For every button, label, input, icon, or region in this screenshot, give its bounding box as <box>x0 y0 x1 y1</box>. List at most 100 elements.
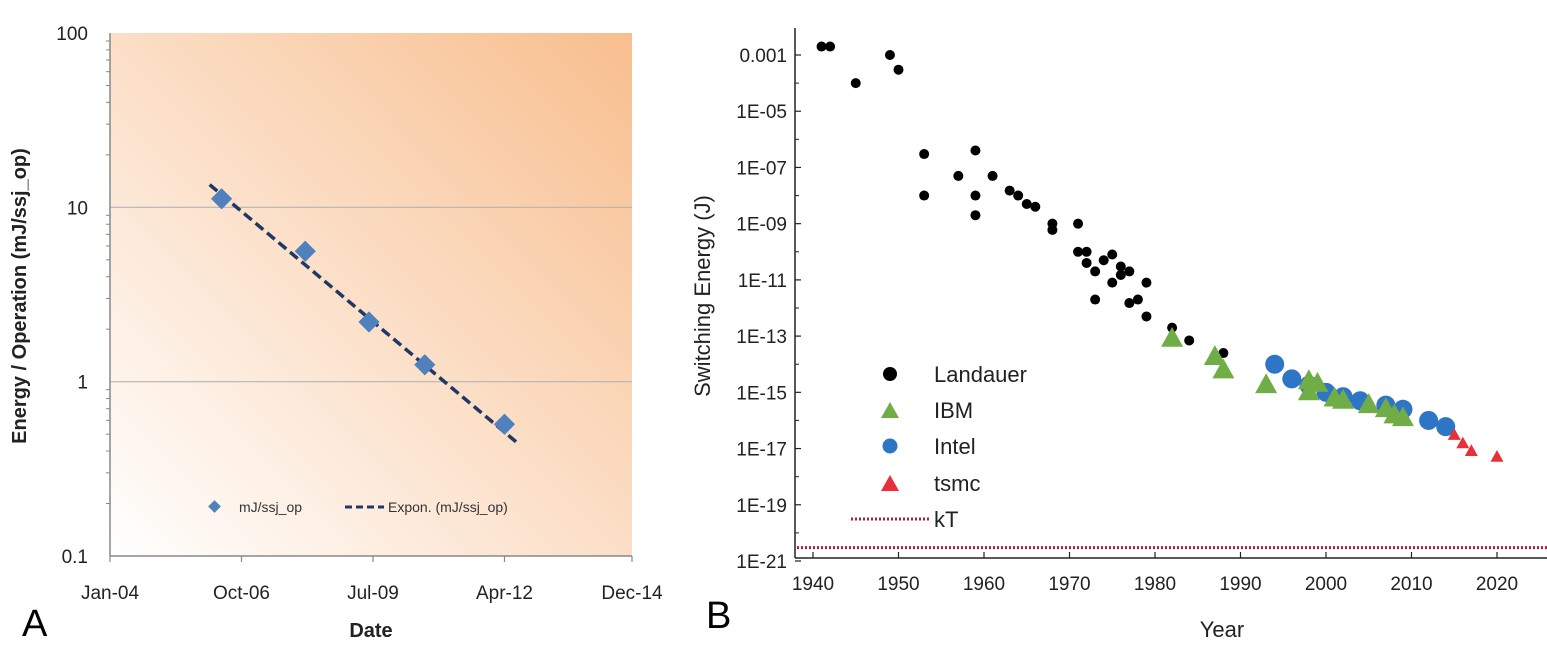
chart-b-y-axis-title: Switching Energy (J) <box>690 195 715 397</box>
y-tick-label: 1E-19 <box>736 496 787 517</box>
y-tick-label: 1E-17 <box>736 440 787 461</box>
x-tick-label: 1940 <box>792 574 834 595</box>
chart-a-x-axis-title: Date <box>349 620 392 642</box>
data-point-intel <box>1282 369 1302 389</box>
data-point-landauer <box>1141 277 1152 288</box>
data-point-landauer <box>1184 335 1195 346</box>
legend-a-label-series: mJ/ssj_op <box>239 499 302 515</box>
trend-line <box>208 183 518 444</box>
data-point-ibm <box>1212 358 1235 379</box>
panel-label-a: A <box>22 603 48 645</box>
data-point-landauer <box>1141 311 1152 322</box>
chart-a-axes <box>109 33 632 557</box>
x-tick-label: 1980 <box>1134 574 1176 595</box>
chart-b-x-ticks: 1940 1950 1960 1970 1980 1990 2000 2010 2020 <box>792 552 1518 595</box>
data-point-tsmc <box>1447 428 1461 440</box>
chart-b-x-axis-title: Year <box>1200 617 1244 642</box>
legend-a-marker-diamond <box>208 500 221 513</box>
data-point-intel <box>1419 410 1439 430</box>
legend-b-marker-ibm <box>881 402 899 418</box>
chart-a-x-ticks: Jan-04 Oct-06 Jul-09 Apr-12 Dec-14 <box>81 556 663 604</box>
chart-a-trendline <box>208 183 518 444</box>
data-point-landauer <box>1013 190 1024 201</box>
chart-a-plot-area <box>110 33 632 556</box>
x-tick-label: 1990 <box>1219 574 1261 595</box>
x-tick-label: 1960 <box>963 574 1005 595</box>
legend-a-label-trend: Expon. (mJ/ssj_op) <box>388 499 508 515</box>
legend-b-marker-landauer <box>883 367 897 381</box>
data-point-ibm <box>1161 326 1184 347</box>
data-point-landauer <box>1030 201 1041 212</box>
data-point-landauer <box>1115 269 1126 280</box>
data-point-ibm <box>1306 371 1329 392</box>
data-point-ibm <box>1203 345 1226 365</box>
chart-a-legend: mJ/ssj_op Expon. (mJ/ssj_op) <box>208 499 508 515</box>
y-tick-label: 1E-21 <box>736 552 787 573</box>
data-point-tsmc <box>1464 444 1478 456</box>
data-point-landauer <box>893 64 904 75</box>
data-point-ibm <box>1357 393 1380 414</box>
data-point-intel <box>1436 417 1456 437</box>
data-point-ibm <box>1391 406 1414 427</box>
y-tick-label: 0.1 <box>62 547 88 568</box>
data-point-landauer <box>1047 224 1058 235</box>
data-point-landauer <box>1098 255 1109 266</box>
chart-b-points <box>816 41 1504 462</box>
data-point-landauer <box>850 78 861 89</box>
legend-b-marker-intel <box>882 438 898 454</box>
y-tick-label: 1E-05 <box>736 102 787 123</box>
chart-b-legend: Landauer IBM Intel tsmc kT <box>851 362 1027 532</box>
data-point-landauer <box>1218 348 1229 359</box>
data-point-landauer <box>1090 294 1101 305</box>
data-point-landauer <box>970 210 981 221</box>
data-point-tsmc <box>1456 436 1470 449</box>
y-tick-label: 1 <box>77 373 88 394</box>
data-point-landauer <box>1004 185 1015 196</box>
data-point-landauer <box>1021 199 1032 210</box>
y-tick-label: 0.001 <box>739 46 787 67</box>
data-point-landauer <box>1124 266 1135 277</box>
y-tick-label: 1E-15 <box>736 383 787 404</box>
data-point-landauer <box>884 50 895 60</box>
data-point-tsmc <box>1490 449 1504 462</box>
x-tick-label: Apr-12 <box>476 583 533 604</box>
legend-b-label-landauer: Landauer <box>934 362 1027 387</box>
x-tick-label: Jan-04 <box>81 583 140 604</box>
data-point-landauer <box>1090 266 1101 277</box>
data-point-landauer <box>953 170 964 181</box>
data-point-landauer <box>825 41 836 52</box>
data-point-landauer <box>1107 249 1118 260</box>
y-tick-label: 1E-13 <box>736 327 787 348</box>
x-tick-label: 1950 <box>877 574 919 595</box>
legend-b-label-ibm: IBM <box>934 398 973 423</box>
data-point-diamond <box>210 188 233 210</box>
y-tick-label: 100 <box>56 24 88 45</box>
chart-a-y-ticks: 100 10 1 0.1 <box>56 24 88 568</box>
data-point-landauer <box>970 190 981 201</box>
data-point-landauer <box>1132 294 1143 305</box>
data-point-ibm <box>1332 388 1355 409</box>
data-point-landauer <box>816 41 827 52</box>
y-tick-label: 10 <box>67 198 88 219</box>
chart-a: 100 10 1 0.1 Jan-04 Oct-06 Jul-09 Apr-12 Dec-14… <box>9 24 663 645</box>
x-tick-label: Dec-14 <box>601 583 663 604</box>
data-point-landauer <box>1124 298 1135 309</box>
data-point-landauer <box>1115 261 1126 272</box>
data-point-landauer <box>1073 218 1084 229</box>
x-tick-label: Jul-09 <box>347 583 399 604</box>
y-tick-label: 1E-09 <box>736 215 787 236</box>
data-point-landauer <box>1107 277 1118 288</box>
data-point-landauer <box>1081 246 1092 257</box>
data-point-intel <box>1265 354 1285 374</box>
chart-b-y-ticks: 0.001 1E-05 1E-07 1E-09 1E-11 1E-13 1E-15 1E-17… <box>736 46 801 573</box>
data-point-landauer <box>1073 246 1084 257</box>
data-point-landauer <box>919 190 930 201</box>
chart-b: 0.001 1E-05 1E-07 1E-09 1E-11 1E-13 1E-15 1E-17… <box>690 28 1547 642</box>
data-point-landauer <box>1081 257 1092 268</box>
panel-label-b: B <box>706 595 731 637</box>
y-tick-label: 1E-11 <box>738 271 787 292</box>
y-tick-label: 1E-07 <box>736 158 787 179</box>
legend-b-label-kt: kT <box>934 507 958 532</box>
x-tick-label: 2010 <box>1390 574 1432 595</box>
